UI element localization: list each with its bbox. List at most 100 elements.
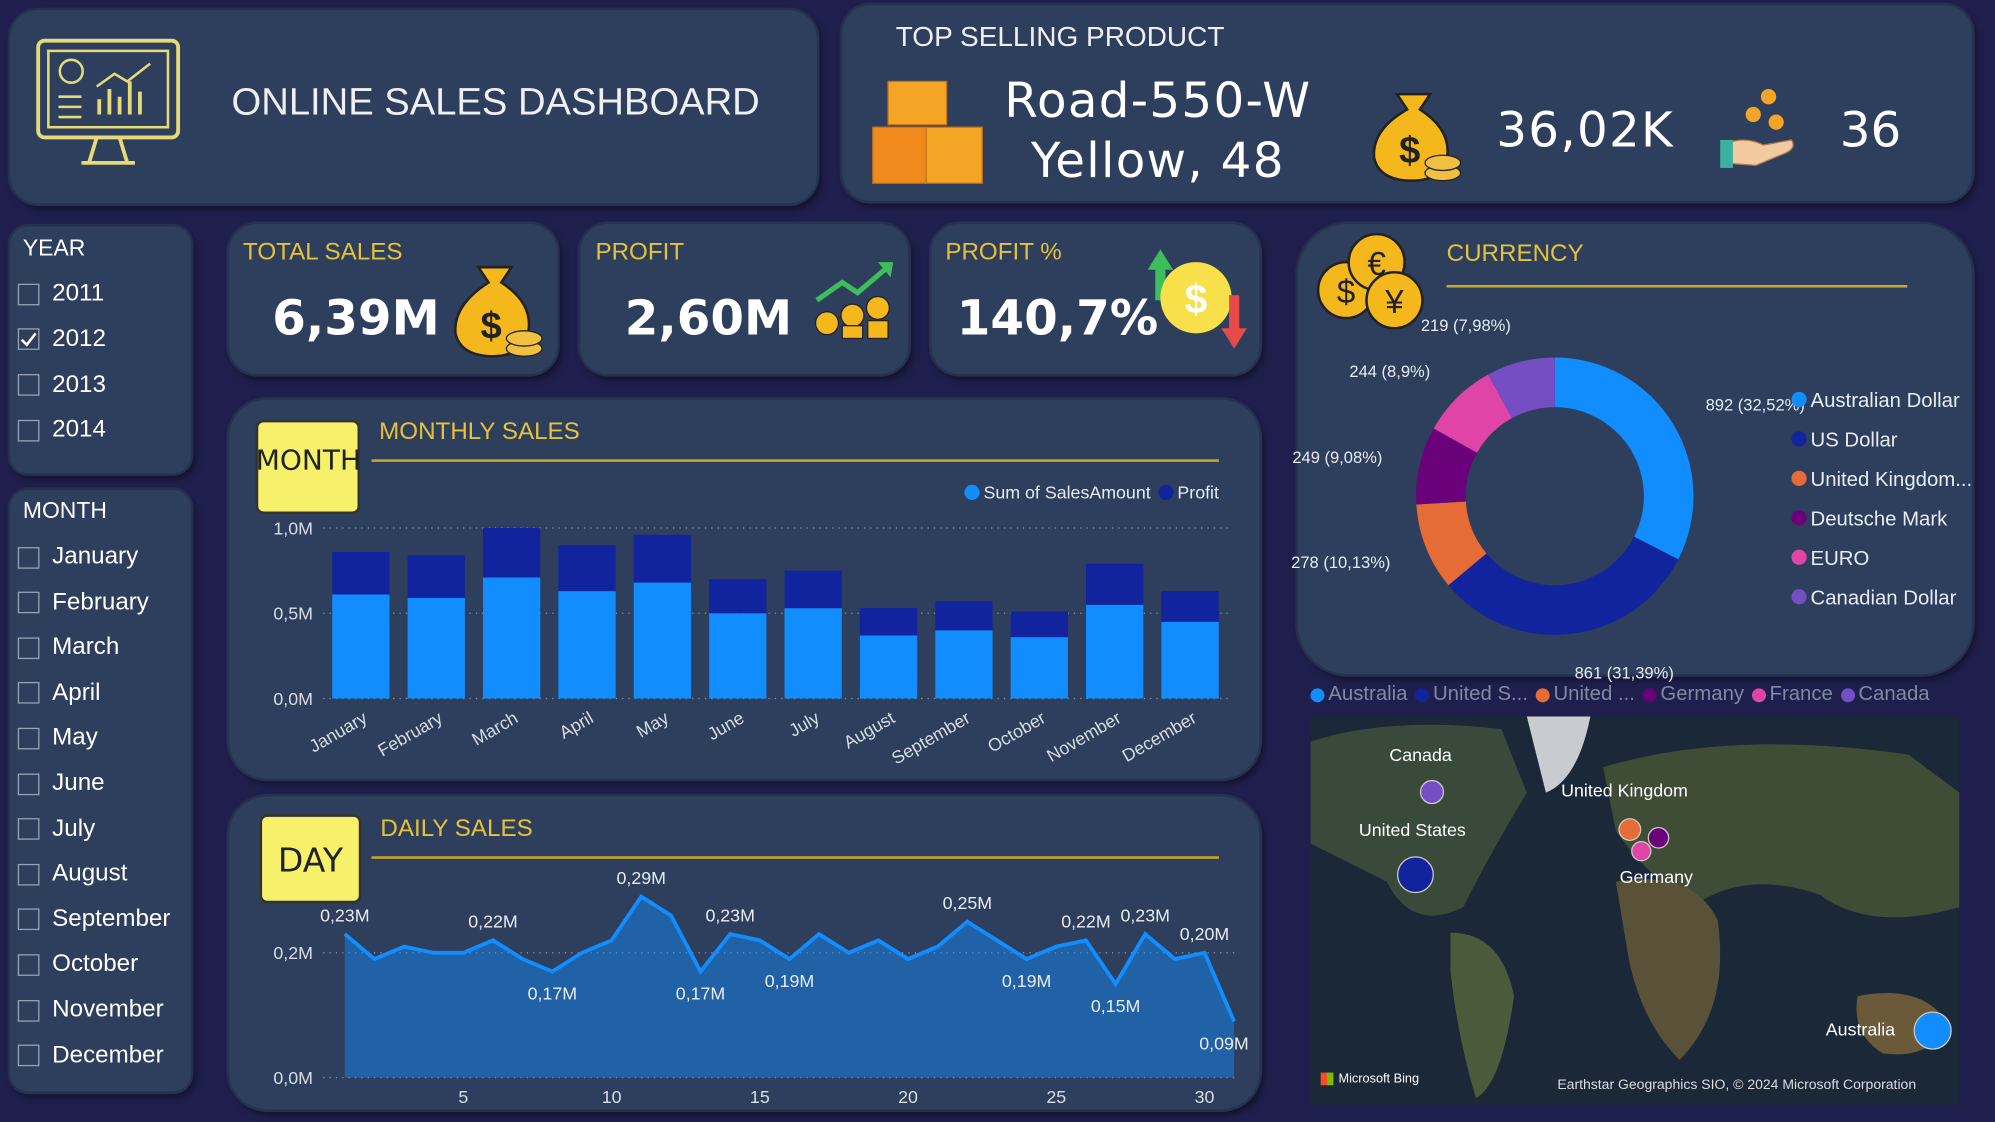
slicer-item[interactable]: 2013 — [17, 371, 106, 399]
svg-text:€: € — [1367, 246, 1385, 283]
month-slicer-title: MONTH — [22, 497, 107, 523]
checkbox[interactable] — [17, 328, 40, 351]
top-product-sales: 36,02K — [1496, 101, 1675, 158]
checkbox[interactable] — [17, 546, 40, 569]
top-product-name: Road-550-W Yellow, 48 — [1004, 72, 1312, 189]
checkbox[interactable] — [17, 1044, 40, 1067]
map-legend-dot — [1751, 687, 1766, 702]
top-product-quantity: 36 — [1839, 101, 1902, 158]
slicer-option[interactable]: June — [52, 769, 105, 797]
slicer-option[interactable]: January — [52, 543, 139, 570]
month-icon — [255, 419, 361, 515]
money-bag-icon: $ — [454, 265, 543, 358]
map-legend: Australia United S... United ... Germany Fra… — [1310, 683, 1930, 706]
kpi-value: 140,7% — [956, 290, 1159, 347]
map-legend-label: France — [1769, 683, 1833, 705]
slicer-option[interactable]: April — [52, 679, 101, 706]
kpi-value: 2,60M — [624, 290, 793, 347]
slicer-item[interactable]: August — [17, 860, 128, 888]
checkbox[interactable] — [17, 283, 40, 305]
checkbox[interactable] — [17, 419, 40, 442]
slicer-item[interactable]: February — [17, 588, 149, 617]
map-legend-label: United S... — [1432, 683, 1528, 705]
svg-text:$: $ — [480, 304, 501, 347]
map-legend-label: United ... — [1553, 683, 1635, 705]
slicer-item[interactable]: December — [17, 1041, 164, 1070]
checkbox[interactable] — [17, 591, 40, 614]
map-bubble[interactable] — [1397, 856, 1434, 894]
slicer-option[interactable]: May — [52, 724, 98, 752]
checkbox[interactable] — [17, 772, 40, 795]
slicer-option[interactable]: December — [52, 1041, 164, 1069]
dashboard-icon — [36, 38, 181, 165]
map-bubble[interactable] — [1419, 779, 1445, 805]
map-legend-item: Australia — [1310, 683, 1408, 706]
map-bubble[interactable] — [1647, 827, 1670, 849]
map-bubble[interactable] — [1618, 818, 1642, 842]
slicer-option[interactable]: November — [52, 996, 164, 1023]
slicer-option[interactable]: 2011 — [52, 279, 105, 307]
slicer-option[interactable]: 2012 — [52, 325, 106, 353]
checkbox[interactable] — [17, 374, 40, 396]
dashboard-title: ONLINE SALES DASHBOARD — [231, 81, 760, 124]
boxes-icon — [872, 80, 983, 184]
map-brand: Microsoft Bing — [1338, 1072, 1420, 1087]
profit-icon: $ — [1147, 249, 1247, 349]
growth-icon — [814, 262, 894, 340]
slicer-item[interactable]: January — [17, 543, 139, 571]
top-product-title: TOP SELLING PRODUCT — [895, 20, 1225, 53]
map-background — [1310, 716, 1960, 1105]
slicer-item[interactable]: July — [17, 815, 96, 843]
map-legend-dot — [1840, 687, 1855, 702]
map-legend-label: Australia — [1328, 683, 1408, 705]
map-legend-item: Canada — [1840, 683, 1930, 706]
title-rule — [371, 856, 1219, 859]
map-bubble[interactable] — [1913, 1011, 1952, 1050]
slicer-item[interactable]: May — [17, 724, 98, 752]
svg-text:$: $ — [1185, 276, 1208, 322]
slicer-option[interactable]: 2014 — [52, 416, 106, 444]
checkbox[interactable] — [17, 908, 40, 931]
checkbox[interactable] — [17, 682, 40, 704]
checkbox[interactable] — [17, 637, 40, 659]
checkbox[interactable] — [17, 727, 40, 750]
slicer-item[interactable]: 2014 — [17, 416, 106, 445]
slicer-option[interactable]: March — [52, 633, 120, 661]
day-icon-label: DAY — [277, 842, 344, 881]
slicer-item[interactable]: 2011 — [17, 279, 105, 308]
month-icon-label: MONTH — [255, 445, 362, 478]
kpi-label: TOTAL SALES — [243, 239, 403, 266]
slicer-item[interactable]: April — [17, 679, 101, 707]
title-rule — [371, 459, 1219, 462]
slicer-item[interactable]: June — [17, 769, 105, 798]
slicer-option[interactable]: October — [52, 950, 139, 978]
slicer-option[interactable]: August — [52, 860, 128, 888]
map[interactable]: Canada United Kingdom United States Germ… — [1310, 716, 1960, 1105]
title-rule — [1446, 284, 1908, 288]
kpi-card — [580, 223, 909, 375]
slicer-option[interactable]: September — [52, 905, 171, 933]
slicer-item[interactable]: October — [17, 950, 139, 979]
map-place: United Kingdom — [1561, 779, 1688, 801]
map-legend-item: United ... — [1535, 683, 1635, 706]
map-legend-item: United S... — [1415, 683, 1528, 706]
slicer-item[interactable]: 2012 — [17, 325, 106, 353]
kpi-label: PROFIT % — [945, 239, 1062, 266]
slicer-option[interactable]: February — [52, 588, 149, 616]
checkbox[interactable] — [17, 999, 40, 1022]
slicer-item[interactable]: March — [17, 633, 120, 662]
chart-title: DAILY SALES — [380, 815, 533, 843]
map-legend-label: Canada — [1858, 683, 1930, 705]
checkbox[interactable] — [17, 818, 40, 840]
slicer-item[interactable]: September — [17, 905, 171, 934]
slicer-item[interactable]: November — [17, 996, 164, 1024]
slicer-option[interactable]: 2013 — [52, 371, 106, 398]
map-legend-item: Germany — [1642, 683, 1744, 706]
map-credit: Earthstar Geographics SIO, © 2024 Micros… — [1557, 1077, 1917, 1093]
money-bag-icon: $ — [1372, 92, 1462, 182]
checkbox[interactable] — [17, 863, 40, 886]
slicer-option[interactable]: July — [52, 815, 96, 842]
map-bubble[interactable] — [1631, 841, 1652, 862]
checkbox[interactable] — [17, 954, 40, 976]
map-place: Canada — [1389, 744, 1452, 765]
